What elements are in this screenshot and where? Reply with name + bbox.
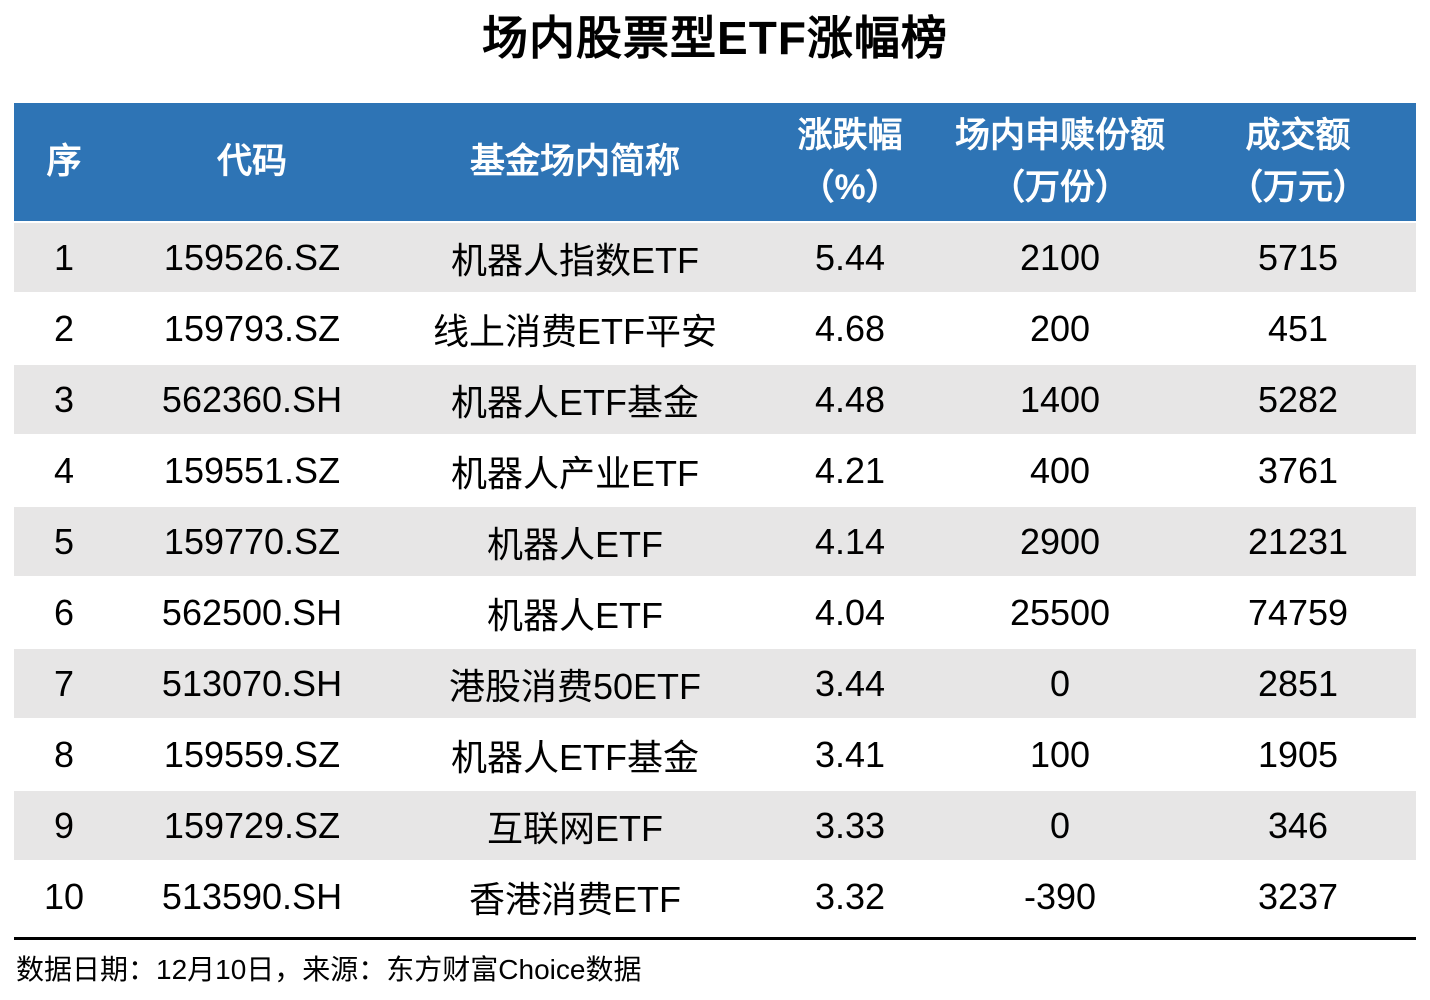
cell-fund-name: 机器人ETF基金	[390, 365, 760, 434]
cell-rank: 4	[14, 436, 114, 505]
cell-shares: 0	[940, 791, 1180, 860]
col-header-change: 涨跌幅 （%）	[760, 103, 940, 221]
col-header-turnover-unit: （万元）	[1227, 168, 1368, 207]
col-header-rank-label: 序	[46, 141, 82, 181]
cell-change: 4.04	[760, 578, 940, 647]
cell-fund-name: 机器人ETF基金	[390, 720, 760, 789]
cell-shares: -390	[940, 862, 1180, 931]
cell-code: 159729.SZ	[114, 791, 390, 860]
col-header-shares-label: 场内申赎份额	[954, 115, 1165, 155]
table-row: 7 513070.SH 港股消费50ETF 3.44 0 2851	[14, 649, 1416, 718]
etf-gainers-table: 序 代码 基金场内简称 涨跌幅 （%） 场内申赎份额 （万份） 成交额	[14, 101, 1416, 933]
table-row: 2 159793.SZ 线上消费ETF平安 4.68 200 451	[14, 294, 1416, 363]
cell-code: 513590.SH	[114, 862, 390, 931]
cell-rank: 10	[14, 862, 114, 931]
table-row: 1 159526.SZ 机器人指数ETF 5.44 2100 5715	[14, 223, 1416, 292]
col-header-turnover-label: 成交额	[1245, 115, 1351, 155]
data-source-note: 数据日期：12月10日，来源：东方财富Choice数据	[16, 954, 642, 985]
cell-fund-name: 机器人产业ETF	[390, 436, 760, 505]
cell-fund-name: 线上消费ETF平安	[390, 294, 760, 363]
cell-turnover: 5282	[1180, 365, 1416, 434]
col-header-fund-name-label: 基金场内简称	[469, 141, 680, 181]
table-header-row: 序 代码 基金场内简称 涨跌幅 （%） 场内申赎份额 （万份） 成交额	[14, 103, 1416, 221]
cell-turnover: 5715	[1180, 223, 1416, 292]
table-row: 8 159559.SZ 机器人ETF基金 3.41 100 1905	[14, 720, 1416, 789]
cell-change: 4.14	[760, 507, 940, 576]
cell-shares: 200	[940, 294, 1180, 363]
footer-divider	[14, 937, 1416, 940]
cell-shares: 25500	[940, 578, 1180, 647]
cell-change: 4.48	[760, 365, 940, 434]
cell-rank: 5	[14, 507, 114, 576]
cell-turnover: 74759	[1180, 578, 1416, 647]
cell-turnover: 3237	[1180, 862, 1416, 931]
cell-shares: 0	[940, 649, 1180, 718]
cell-code: 562360.SH	[114, 365, 390, 434]
table-header: 序 代码 基金场内简称 涨跌幅 （%） 场内申赎份额 （万份） 成交额	[14, 103, 1416, 221]
cell-fund-name: 机器人指数ETF	[390, 223, 760, 292]
cell-rank: 8	[14, 720, 114, 789]
cell-rank: 2	[14, 294, 114, 363]
cell-rank: 3	[14, 365, 114, 434]
page-title: 场内股票型ETF涨幅榜	[482, 12, 948, 64]
col-header-shares-unit: （万份）	[989, 168, 1130, 207]
table-row: 5 159770.SZ 机器人ETF 4.14 2900 21231	[14, 507, 1416, 576]
cell-change: 3.44	[760, 649, 940, 718]
cell-fund-name: 互联网ETF	[390, 791, 760, 860]
cell-shares: 2100	[940, 223, 1180, 292]
col-header-change-unit: （%）	[799, 168, 901, 207]
cell-code: 159793.SZ	[114, 294, 390, 363]
cell-fund-name: 机器人ETF	[390, 507, 760, 576]
table-body: 1 159526.SZ 机器人指数ETF 5.44 2100 5715 2 15…	[14, 223, 1416, 931]
cell-change: 3.33	[760, 791, 940, 860]
col-header-change-label: 涨跌幅	[797, 115, 903, 155]
cell-turnover: 346	[1180, 791, 1416, 860]
table-row: 4 159551.SZ 机器人产业ETF 4.21 400 3761	[14, 436, 1416, 505]
cell-rank: 1	[14, 223, 114, 292]
cell-code: 159770.SZ	[114, 507, 390, 576]
cell-code: 159559.SZ	[114, 720, 390, 789]
cell-turnover: 1905	[1180, 720, 1416, 789]
col-header-fund-name: 基金场内简称	[390, 103, 760, 221]
cell-change: 4.68	[760, 294, 940, 363]
cell-change: 5.44	[760, 223, 940, 292]
col-header-shares: 场内申赎份额 （万份）	[940, 103, 1180, 221]
cell-change: 3.41	[760, 720, 940, 789]
cell-fund-name: 香港消费ETF	[390, 862, 760, 931]
cell-shares: 400	[940, 436, 1180, 505]
cell-turnover: 451	[1180, 294, 1416, 363]
col-header-code: 代码	[114, 103, 390, 221]
cell-shares: 100	[940, 720, 1180, 789]
table-row: 9 159729.SZ 互联网ETF 3.33 0 346	[14, 791, 1416, 860]
cell-rank: 7	[14, 649, 114, 718]
cell-rank: 9	[14, 791, 114, 860]
table-row: 3 562360.SH 机器人ETF基金 4.48 1400 5282	[14, 365, 1416, 434]
cell-turnover: 3761	[1180, 436, 1416, 505]
table-row: 10 513590.SH 香港消费ETF 3.32 -390 3237	[14, 862, 1416, 931]
cell-turnover: 21231	[1180, 507, 1416, 576]
table-row: 6 562500.SH 机器人ETF 4.04 25500 74759	[14, 578, 1416, 647]
col-header-turnover: 成交额 （万元）	[1180, 103, 1416, 221]
cell-code: 159551.SZ	[114, 436, 390, 505]
cell-shares: 2900	[940, 507, 1180, 576]
cell-fund-name: 机器人ETF	[390, 578, 760, 647]
cell-code: 159526.SZ	[114, 223, 390, 292]
cell-change: 3.32	[760, 862, 940, 931]
cell-shares: 1400	[940, 365, 1180, 434]
col-header-code-label: 代码	[216, 141, 287, 181]
cell-change: 4.21	[760, 436, 940, 505]
cell-turnover: 2851	[1180, 649, 1416, 718]
col-header-rank: 序	[14, 103, 114, 221]
cell-rank: 6	[14, 578, 114, 647]
cell-code: 562500.SH	[114, 578, 390, 647]
cell-code: 513070.SH	[114, 649, 390, 718]
cell-fund-name: 港股消费50ETF	[390, 649, 760, 718]
